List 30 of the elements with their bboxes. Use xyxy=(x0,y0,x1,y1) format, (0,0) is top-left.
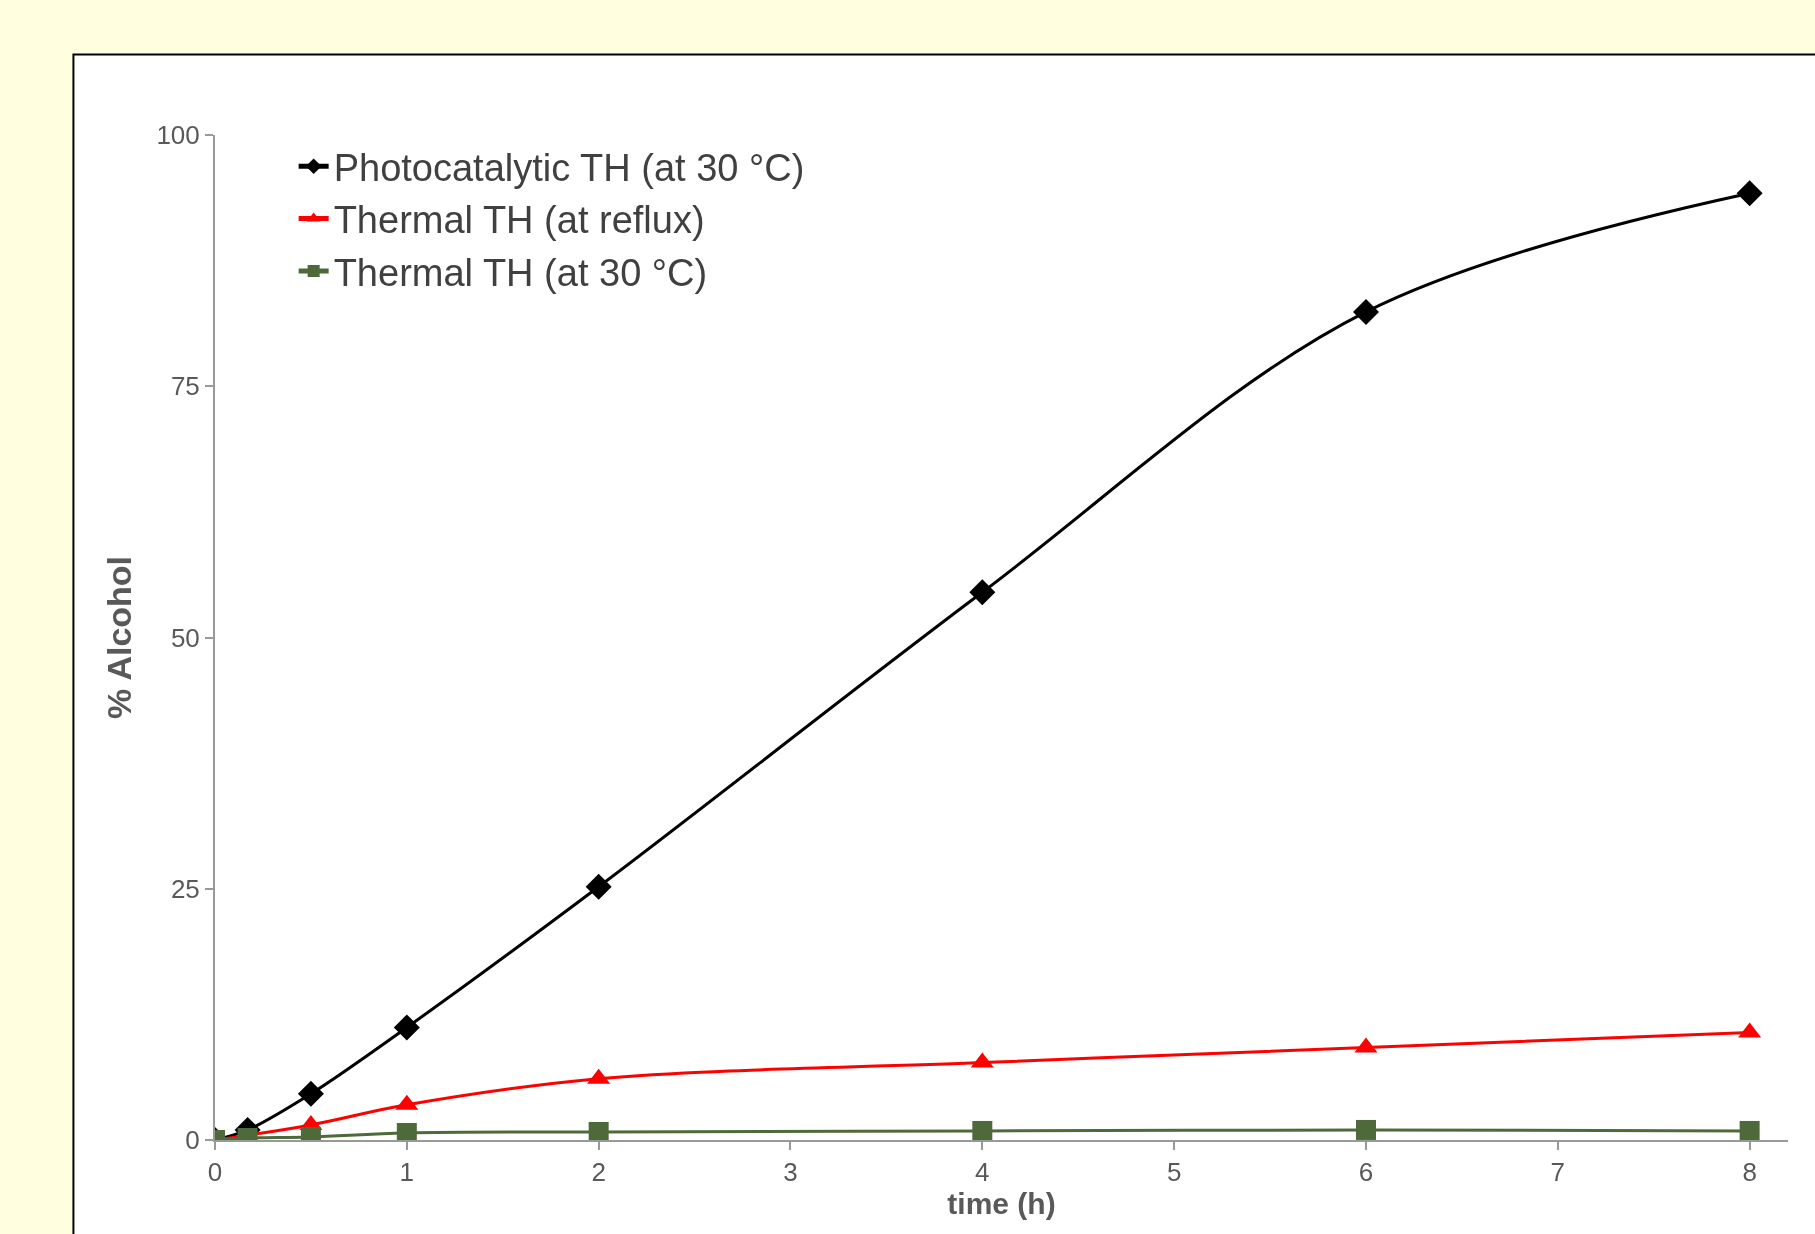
x-axis-title: time (h) xyxy=(947,1187,1056,1221)
point xyxy=(1352,298,1379,325)
x-tick-label: 5 xyxy=(1166,1157,1182,1188)
legend-label: Thermal TH (at reflux) xyxy=(333,199,705,242)
point xyxy=(585,873,612,900)
point xyxy=(393,1014,420,1041)
x-tick-label: 7 xyxy=(1550,1157,1566,1188)
point xyxy=(1355,1119,1376,1140)
y-tick-label: 25 xyxy=(170,873,200,904)
point xyxy=(1736,180,1763,207)
y-tick-label: 75 xyxy=(170,371,200,402)
legend-label: Photocatalytic TH (at 30 °C) xyxy=(333,147,805,190)
y-tick-label: 50 xyxy=(170,622,200,653)
x-tick-label: 4 xyxy=(975,1157,990,1188)
x-tick-label: 8 xyxy=(1742,1157,1757,1188)
y-tick-label: 0 xyxy=(185,1125,200,1156)
x-tick-label: 3 xyxy=(783,1157,798,1188)
point xyxy=(297,1080,324,1107)
point xyxy=(1739,1120,1760,1140)
y-tick-label: 100 xyxy=(156,120,200,151)
point xyxy=(969,579,996,606)
point xyxy=(396,1122,417,1140)
legend-label: Thermal TH (at 30 °C) xyxy=(333,251,708,294)
x-tick-label: 1 xyxy=(399,1157,415,1188)
x-tick-label: 0 xyxy=(207,1157,223,1188)
y-axis-title: % Alcohol xyxy=(99,555,138,720)
point xyxy=(972,1120,993,1140)
x-tick-label: 6 xyxy=(1358,1157,1374,1188)
point xyxy=(588,1121,609,1140)
x-tick-label: 2 xyxy=(591,1157,606,1188)
